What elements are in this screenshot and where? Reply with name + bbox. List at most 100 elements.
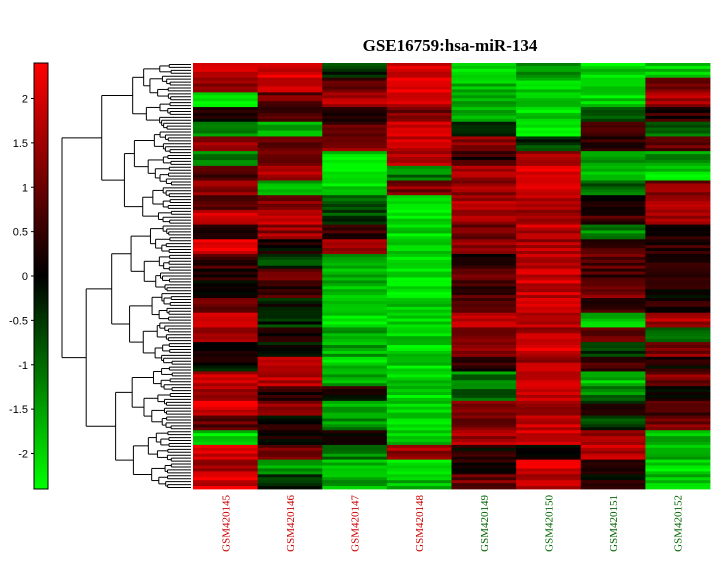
heatmap-cell	[451, 447, 517, 452]
heatmap-cell	[645, 471, 711, 475]
heatmap-cell	[193, 233, 259, 237]
heatmap-cell	[257, 389, 323, 393]
heatmap-cell	[580, 427, 646, 431]
heatmap-cell	[386, 368, 452, 372]
colorbar-tick-label: -2	[18, 449, 28, 461]
heatmap-cell	[645, 162, 711, 167]
heatmap-cell	[322, 268, 388, 272]
heatmap-cell	[645, 289, 711, 293]
heatmap-cell	[193, 63, 259, 67]
heatmap-cell	[257, 162, 323, 167]
heatmap-cell	[516, 130, 582, 134]
heatmap-cell	[386, 400, 452, 405]
heatmap-cell	[257, 450, 323, 455]
heatmap-cell	[193, 456, 259, 461]
heatmap-cell	[645, 433, 711, 437]
heatmap-cell	[193, 221, 259, 225]
heatmap-cell	[257, 486, 323, 490]
heatmap-cell	[193, 68, 259, 73]
heatmap-cell	[193, 65, 259, 70]
heatmap-cell	[322, 139, 388, 143]
heatmap-cell	[193, 374, 259, 378]
heatmap-cell	[386, 362, 452, 367]
heatmap-cell	[451, 206, 517, 211]
heatmap-cell	[193, 418, 259, 422]
heatmap-cell	[193, 468, 259, 472]
heatmap-cell	[386, 383, 452, 387]
heatmap-cell	[322, 133, 388, 137]
heatmap-cell	[322, 230, 388, 234]
heatmap-cell	[322, 253, 388, 258]
heatmap-cell	[451, 441, 517, 446]
heatmap-cell	[322, 418, 388, 422]
heatmap-cell	[516, 186, 582, 190]
heatmap-cell	[386, 406, 452, 411]
heatmap-cell	[580, 107, 646, 111]
heatmap-cell	[451, 268, 517, 272]
heatmap-cell	[645, 371, 711, 375]
heatmap-cell	[451, 474, 517, 478]
heatmap-cell	[516, 406, 582, 411]
heatmap-cell	[645, 192, 711, 196]
heatmap-cell	[193, 439, 259, 443]
heatmap-cell	[386, 409, 452, 414]
heatmap-cell	[451, 253, 517, 258]
heatmap-cell	[257, 277, 323, 281]
heatmap-cell	[451, 386, 517, 390]
heatmap-cell	[645, 336, 711, 340]
heatmap-cell	[386, 186, 452, 190]
heatmap-cell	[257, 330, 323, 334]
heatmap-cell	[645, 439, 711, 443]
heatmap-cell	[322, 198, 388, 202]
heatmap-cell	[580, 356, 646, 361]
heatmap-cell	[193, 165, 259, 170]
heatmap-cell	[580, 139, 646, 143]
heatmap-cell	[386, 380, 452, 384]
heatmap-cell	[322, 312, 388, 317]
heatmap-cell	[257, 224, 323, 228]
heatmap-cell	[193, 239, 259, 243]
heatmap-cell	[193, 480, 259, 484]
column-label: GSM420150	[543, 495, 555, 552]
heatmap-cell	[516, 298, 582, 302]
heatmap-cell	[257, 198, 323, 202]
heatmap-cell	[257, 239, 323, 243]
heatmap-cell	[516, 101, 582, 105]
heatmap-cell	[516, 394, 582, 399]
heatmap-cell	[386, 441, 452, 446]
heatmap-cell	[645, 107, 711, 111]
heatmap-cell	[580, 418, 646, 422]
heatmap-cell	[451, 274, 517, 278]
heatmap-cell	[257, 110, 323, 114]
heatmap-cell	[451, 174, 517, 178]
heatmap-cell	[516, 165, 582, 170]
heatmap-cell	[516, 306, 582, 311]
heatmap-cell	[516, 192, 582, 196]
heatmap-cell	[257, 183, 323, 187]
colorbar-tick-label: -1.5	[9, 404, 28, 416]
colorbar-tick-label: -0.5	[9, 315, 28, 327]
heatmap-cell	[257, 347, 323, 352]
heatmap-cell	[386, 162, 452, 167]
heatmap-cell	[580, 236, 646, 240]
heatmap-cell	[580, 204, 646, 208]
heatmap-cell	[580, 83, 646, 87]
heatmap-cell	[645, 77, 711, 82]
heatmap-cell	[580, 439, 646, 443]
colorbar	[33, 62, 49, 490]
heatmap-cell	[193, 215, 259, 220]
heatmap-cell	[257, 456, 323, 461]
heatmap-cell	[516, 133, 582, 137]
heatmap-cell	[193, 148, 259, 152]
heatmap-cell	[645, 95, 711, 99]
heatmap-cell	[386, 256, 452, 261]
heatmap-cell	[516, 303, 582, 308]
column-label: GSM420148	[414, 495, 426, 552]
heatmap-cell	[322, 110, 388, 114]
heatmap-cell	[451, 394, 517, 399]
heatmap-cell	[322, 251, 388, 255]
heatmap-cell	[645, 374, 711, 378]
column-label: GSM420145	[220, 495, 232, 552]
heatmap-cell	[386, 77, 452, 82]
heatmap-cell	[386, 312, 452, 317]
